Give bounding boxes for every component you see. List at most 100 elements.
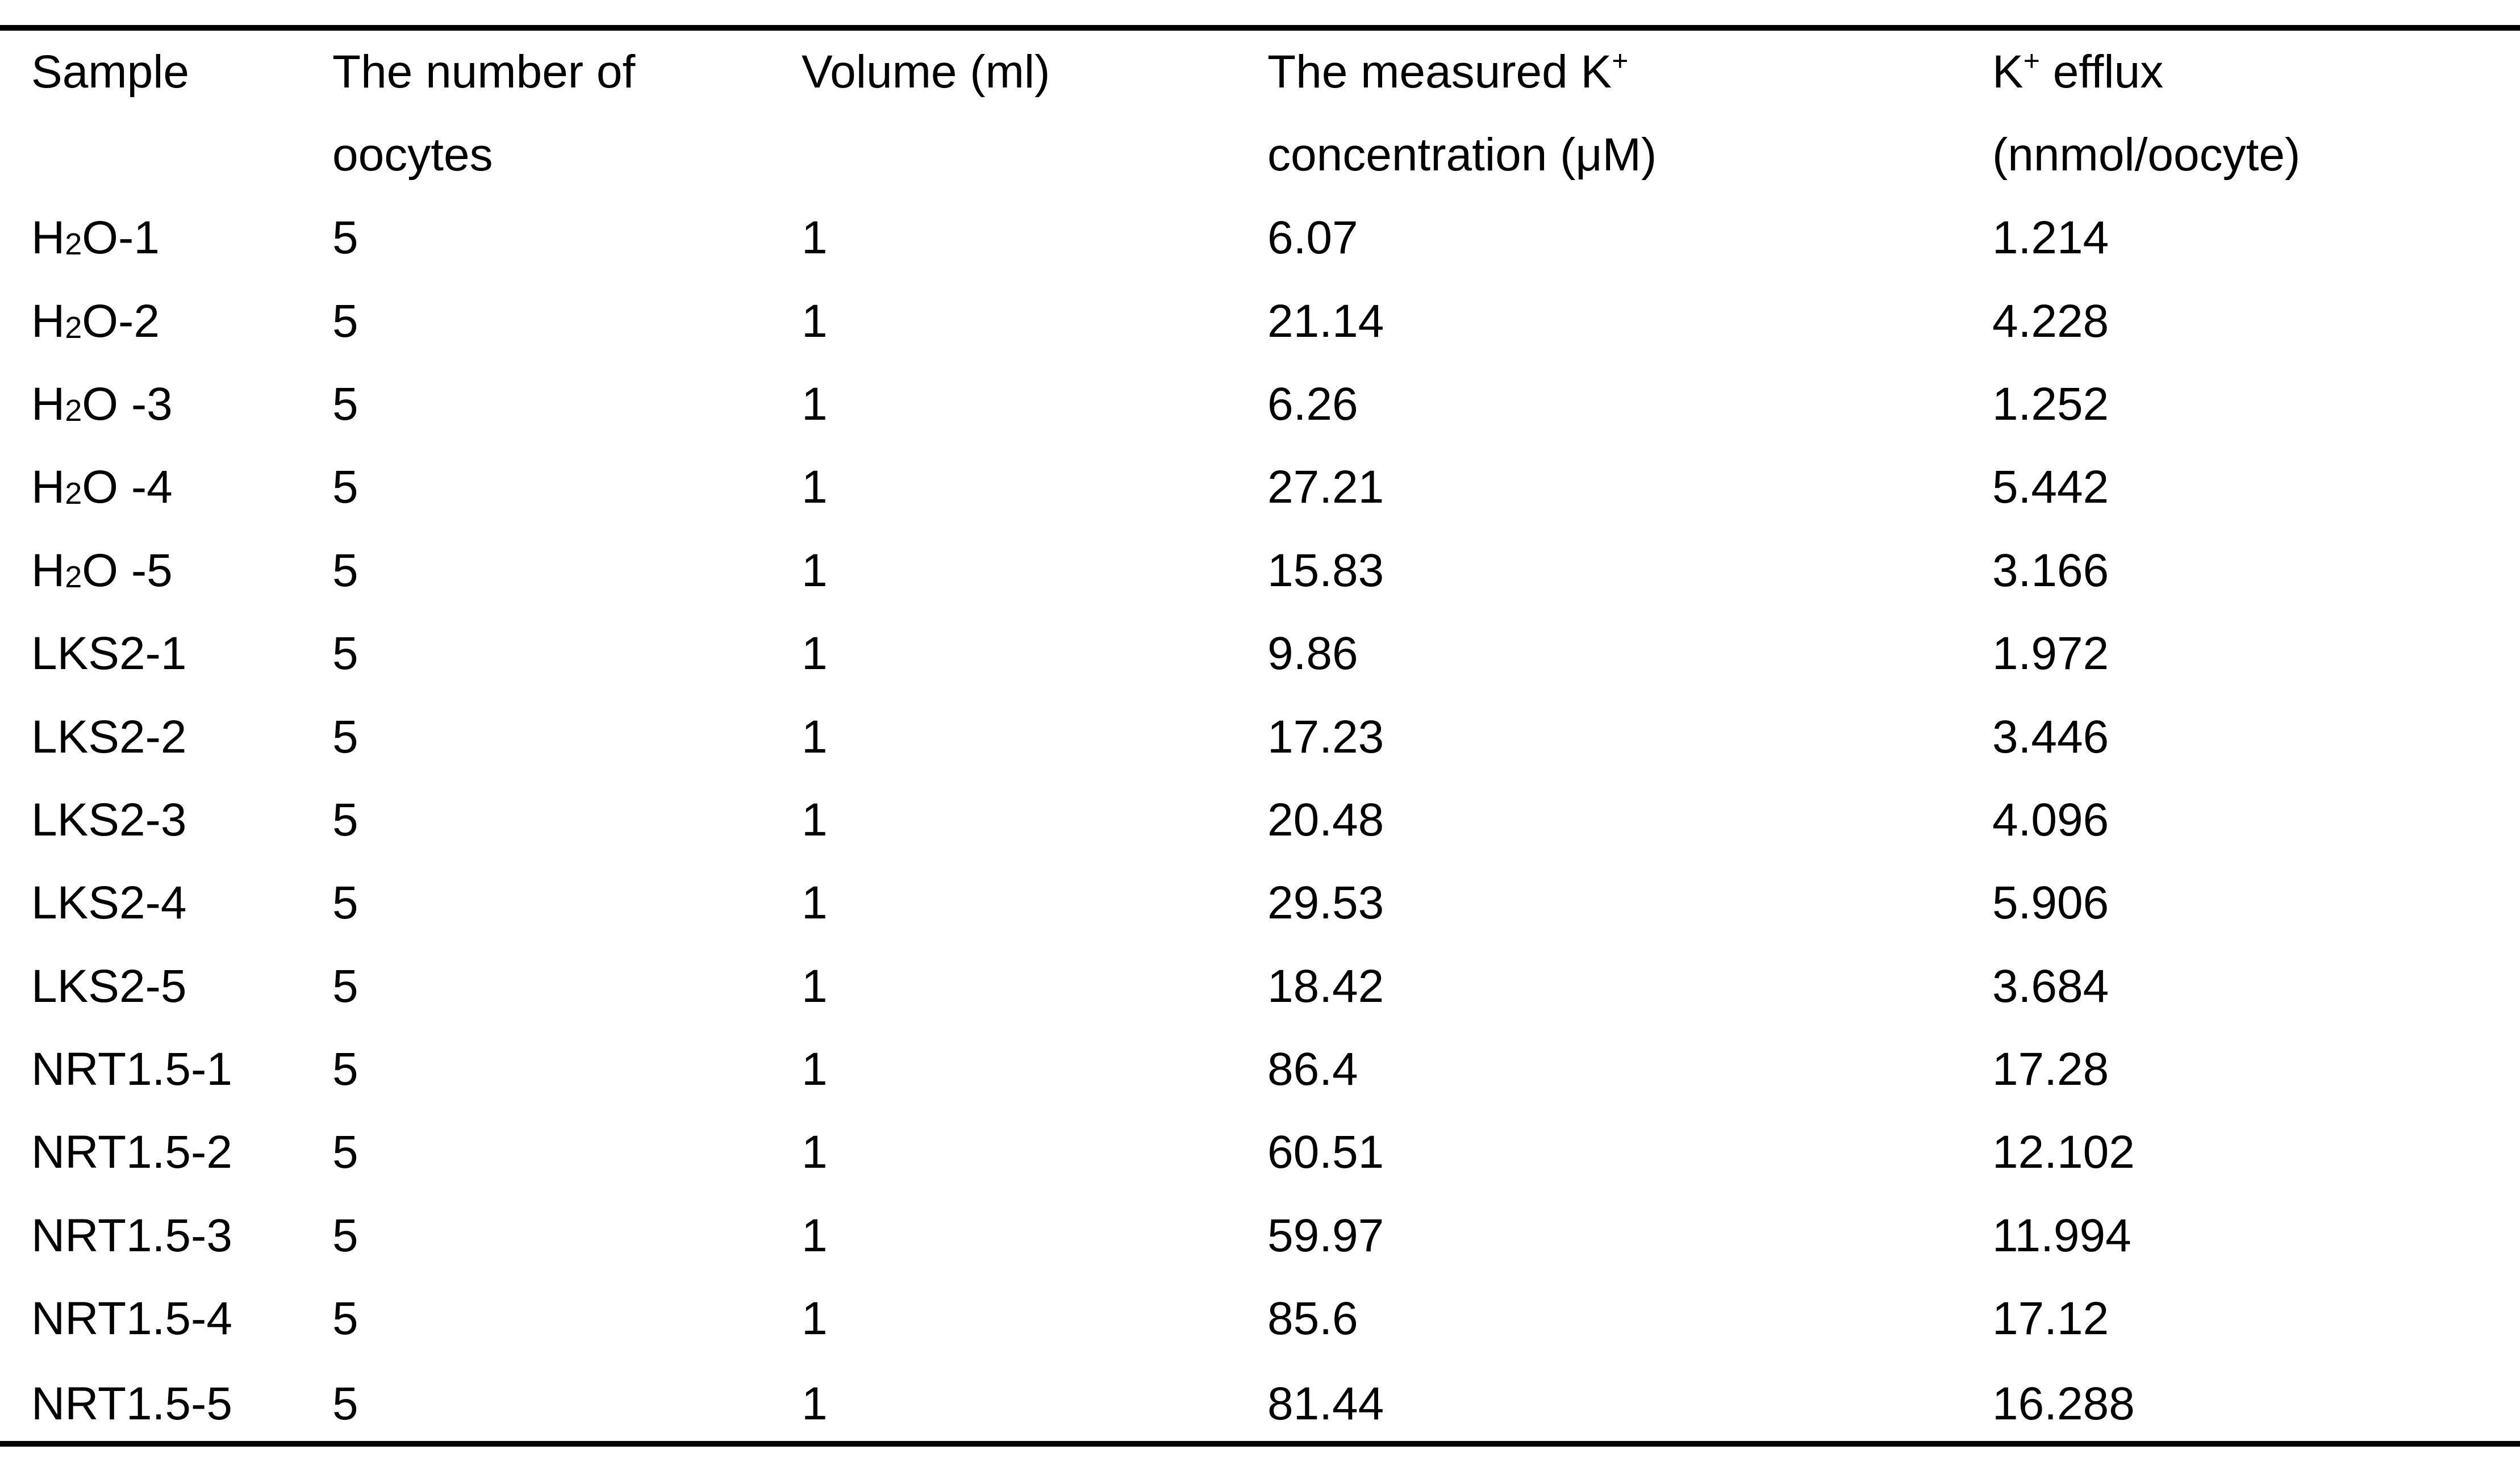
cell-concentration: 59.97 [1267,1209,1384,1261]
cell-oocytes: 5 [332,628,358,680]
table-body: H2O-1 5 1 6.07 1.214 H2O-2 5 1 21.14 4.2… [0,197,2520,1447]
table-row: H2O -3 5 1 6.26 1.252 [0,363,2520,446]
cell-concentration: 6.07 [1267,212,1358,264]
cell-sample: H2O -3 [31,378,173,430]
table-row: H2O-2 5 1 21.14 4.228 [0,279,2520,362]
table-row: LKS2-2 5 1 17.23 3.446 [0,695,2520,778]
cell-efflux: 1.252 [1992,378,2109,430]
cell-volume: 1 [802,378,828,430]
cell-efflux: 16.288 [1992,1377,2135,1430]
header-volume: Volume (ml) [802,46,1050,98]
header-oocyte-count-line1: The number of [332,46,636,98]
cell-sample: LKS2-5 [31,960,187,1012]
cell-efflux: 3.166 [1992,544,2109,596]
cell-sample: LKS2-1 [31,628,187,680]
cell-efflux: 11.994 [1992,1209,2131,1261]
potassium-charge-superscript: + [1612,45,1629,77]
cell-concentration: 20.48 [1267,793,1384,846]
table-row: H2O -4 5 1 27.21 5.442 [0,446,2520,529]
cell-sample: LKS2-4 [31,877,187,929]
header-efflux-line2: (nnmol/oocyte) [1992,129,2301,181]
cell-concentration: 81.44 [1267,1377,1384,1430]
header-sample: Sample [31,46,190,98]
oocyte-potassium-efflux-table: Sample The number of oocytes Volume (ml)… [0,31,2520,1447]
cell-efflux: 1.972 [1992,628,2109,680]
cell-concentration: 27.21 [1267,461,1384,513]
cell-efflux: 4.228 [1992,295,2109,347]
cell-volume: 1 [802,1293,828,1345]
cell-concentration: 15.83 [1267,544,1384,596]
cell-volume: 1 [802,212,828,264]
cell-sample: LKS2-3 [31,793,187,846]
cell-sample: H2O-2 [31,295,160,347]
cell-oocytes: 5 [332,793,358,846]
cell-efflux: 17.28 [1992,1043,2109,1096]
table-row: NRT1.5-5 5 1 81.44 16.288 [0,1360,2520,1447]
cell-efflux: 12.102 [1992,1126,2135,1179]
cell-concentration: 21.14 [1267,295,1384,347]
cell-oocytes: 5 [332,544,358,596]
cell-efflux: 17.12 [1992,1293,2109,1345]
cell-volume: 1 [802,544,828,596]
cell-concentration: 18.42 [1267,960,1384,1012]
table-row: NRT1.5-3 5 1 59.97 11.994 [0,1194,2520,1277]
cell-sample: NRT1.5-4 [31,1293,232,1345]
cell-efflux: 5.906 [1992,877,2109,929]
cell-volume: 1 [802,1209,828,1261]
cell-oocytes: 5 [332,877,358,929]
cell-sample: NRT1.5-3 [31,1209,232,1261]
cell-oocytes: 5 [332,461,358,513]
cell-volume: 1 [802,461,828,513]
table-row: LKS2-3 5 1 20.48 4.096 [0,779,2520,862]
header-concentration-line1: The measured K+ [1267,45,1629,98]
cell-concentration: 17.23 [1267,711,1384,763]
table-row: H2O-1 5 1 6.07 1.214 [0,197,2520,279]
cell-concentration: 29.53 [1267,877,1384,929]
cell-concentration: 9.86 [1267,628,1358,680]
potassium-charge-superscript: + [2023,45,2040,77]
cell-efflux: 3.684 [1992,960,2109,1012]
table-row: LKS2-4 5 1 29.53 5.906 [0,862,2520,945]
cell-concentration: 6.26 [1267,378,1358,430]
header-concentration-line2: concentration (μM) [1267,129,1657,181]
cell-oocytes: 5 [332,1126,358,1179]
cell-efflux: 3.446 [1992,711,2109,763]
cell-oocytes: 5 [332,295,358,347]
cell-sample: NRT1.5-2 [31,1126,232,1179]
cell-oocytes: 5 [332,212,358,264]
table-row: H2O -5 5 1 15.83 3.166 [0,529,2520,612]
cell-volume: 1 [802,1377,828,1430]
cell-volume: 1 [802,1126,828,1179]
cell-concentration: 60.51 [1267,1126,1384,1179]
header-efflux: K+ efflux (nnmol/oocyte) [1961,31,2520,197]
cell-sample: H2O -5 [31,544,173,596]
cell-oocytes: 5 [332,1043,358,1096]
header-efflux-line1: K+ efflux [1992,45,2164,98]
cell-volume: 1 [802,960,828,1012]
table-row: LKS2-1 5 1 9.86 1.972 [0,612,2520,695]
cell-volume: 1 [802,793,828,846]
table-row: NRT1.5-4 5 1 85.6 17.12 [0,1277,2520,1360]
table-row: LKS2-5 5 1 18.42 3.684 [0,945,2520,1028]
cell-volume: 1 [802,628,828,680]
cell-efflux: 4.096 [1992,793,2109,846]
cell-oocytes: 5 [332,378,358,430]
cell-sample: NRT1.5-5 [31,1377,232,1430]
cell-concentration: 85.6 [1267,1293,1358,1345]
table-top-rule [0,25,2520,31]
cell-sample: NRT1.5-1 [31,1043,232,1096]
table-bottom-rule [0,1441,2520,1447]
cell-oocytes: 5 [332,960,358,1012]
table-row: NRT1.5-2 5 1 60.51 12.102 [0,1111,2520,1194]
cell-oocytes: 5 [332,1293,358,1345]
cell-volume: 1 [802,295,828,347]
cell-sample: LKS2-2 [31,711,187,763]
header-oocyte-count: The number of oocytes [301,31,770,197]
cell-efflux: 1.214 [1992,212,2109,264]
cell-concentration: 86.4 [1267,1043,1358,1096]
cell-efflux: 5.442 [1992,461,2109,513]
table-row: NRT1.5-1 5 1 86.4 17.28 [0,1028,2520,1111]
table-header-row: Sample The number of oocytes Volume (ml)… [0,31,2520,197]
header-oocyte-count-line2: oocytes [332,129,493,181]
